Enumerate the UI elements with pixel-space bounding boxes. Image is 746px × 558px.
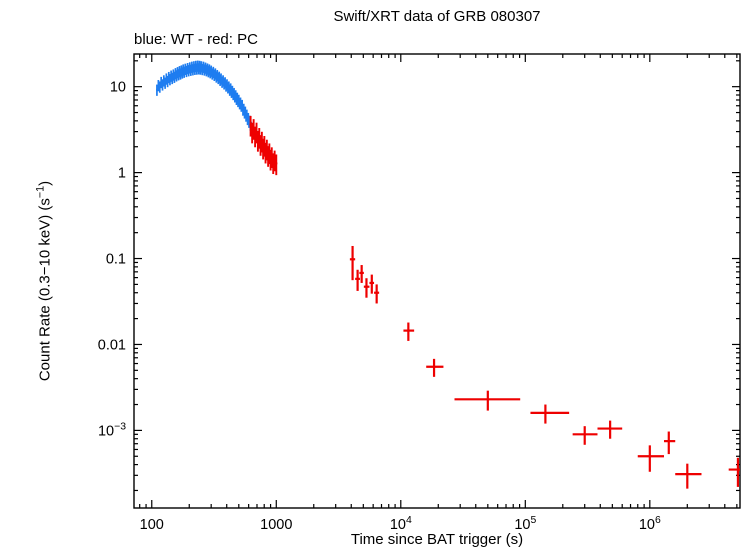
svg-text:1: 1 [118, 166, 126, 182]
chart-legend: blue: WT - red: PC [134, 31, 258, 48]
x-axis-title: Time since BAT trigger (s) [350, 531, 524, 548]
svg-text:10: 10 [110, 80, 126, 96]
svg-text:0.1: 0.1 [106, 252, 126, 268]
svg-text:1000: 1000 [260, 517, 292, 533]
svg-text:0.01: 0.01 [98, 337, 126, 353]
svg-text:100: 100 [140, 517, 164, 533]
chart-title: Swift/XRT data of GRB 080307 [333, 8, 541, 25]
y-axis-title: Count Rate (0.3−10 keV) (s−1) [34, 180, 54, 382]
svg-text:104: 104 [390, 515, 412, 533]
svg-text:10−3: 10−3 [98, 421, 126, 439]
svg-text:105: 105 [514, 515, 536, 533]
svg-text:106: 106 [639, 515, 661, 533]
